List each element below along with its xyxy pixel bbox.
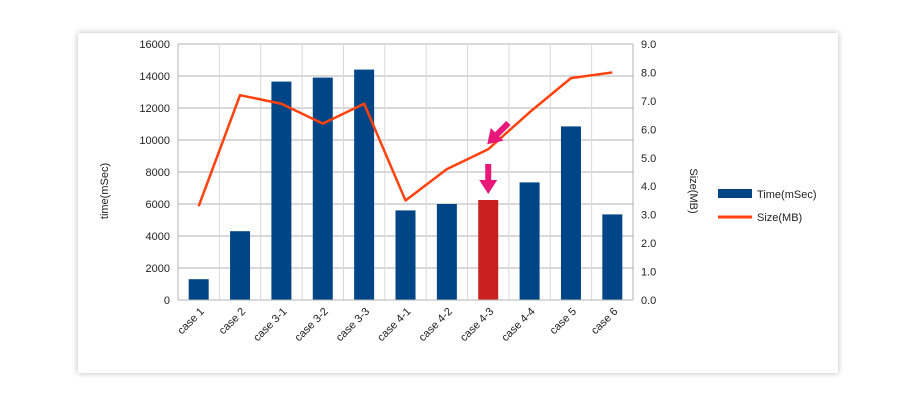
chart-card: 0 2000 4000 6000 8000 10000 12000 14000 16000 0.0…	[78, 33, 838, 373]
x-tick-label: case 4-4	[499, 306, 537, 344]
x-tick-label: case 6	[589, 306, 620, 337]
bar	[395, 210, 416, 300]
y-tick-label: 6000	[146, 199, 170, 211]
bars	[188, 69, 623, 301]
y-tick-label: 4000	[146, 231, 170, 243]
x-tick-label: case 4-3	[458, 306, 496, 344]
gridlines	[177, 43, 634, 301]
bar	[312, 77, 333, 300]
y-tick-label: 0	[164, 295, 170, 307]
bar	[478, 200, 499, 300]
y-tick-label: 16000	[139, 39, 170, 51]
bar	[354, 69, 375, 300]
down-arrow-icon	[479, 164, 498, 194]
y2-tick-label: 9.0	[641, 39, 656, 51]
bar	[271, 81, 292, 300]
y2-tick-label: 4.0	[641, 181, 656, 193]
x-tick-label: case 2	[217, 306, 248, 337]
size-line-layer	[197, 71, 613, 207]
x-tick-label: case 5	[548, 306, 579, 337]
bar	[230, 231, 251, 300]
combo-chart: 0 2000 4000 6000 8000 10000 12000 14000 16000 0.0…	[99, 39, 816, 344]
x-tick-label: case 3-1	[251, 306, 289, 344]
legend-label-time: Time(mSec)	[757, 189, 816, 201]
bar	[519, 182, 540, 300]
y-tick-label: 14000	[139, 71, 170, 83]
y-tick-label: 10000	[139, 135, 170, 147]
y2-tick-label: 6.0	[641, 124, 656, 136]
y-tick-label: 12000	[139, 103, 170, 115]
bar	[436, 204, 457, 300]
x-tick-label: case 3-3	[334, 306, 372, 344]
y-axis-title: time(mSec)	[99, 163, 111, 219]
y2-tick-label: 5.0	[641, 153, 656, 165]
diagonal-arrow-icon	[487, 120, 511, 145]
legend: Time(mSec) Size(MB)	[718, 189, 816, 224]
bar	[602, 214, 623, 300]
y2-tick-label: 8.0	[641, 67, 656, 79]
x-tick-label: case 4-1	[375, 306, 413, 344]
y2-tick-label: 3.0	[641, 210, 656, 222]
y2-tick-label: 2.0	[641, 238, 656, 250]
highlight-arrows	[479, 120, 511, 194]
bar	[560, 126, 581, 301]
y-tick-label: 8000	[146, 167, 170, 179]
y2-axis-title: Size(MB)	[687, 168, 699, 213]
bar	[188, 279, 209, 300]
legend-label-size: Size(MB)	[757, 212, 802, 224]
y2-tick-label: 7.0	[641, 96, 656, 108]
y2-tick-label: 0.0	[641, 295, 656, 307]
y2-tick-label: 1.0	[641, 267, 656, 279]
x-tick-label: case 4-2	[417, 306, 455, 344]
y-tick-label: 2000	[146, 263, 170, 275]
x-tick-label: case 1	[175, 306, 206, 337]
x-tick-label: case 3-2	[293, 306, 331, 344]
size-line	[197, 71, 613, 207]
legend-swatch-time	[718, 189, 752, 198]
